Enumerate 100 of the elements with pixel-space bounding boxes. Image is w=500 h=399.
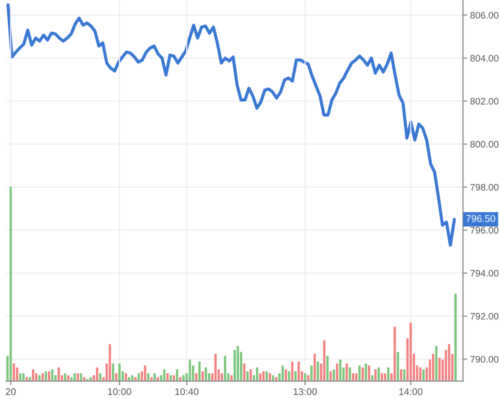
y-tick-label: 804.00 — [470, 54, 498, 62]
bar — [128, 377, 130, 382]
bar — [384, 373, 386, 382]
bar — [348, 367, 352, 382]
bar — [288, 371, 290, 382]
bar — [156, 377, 160, 382]
bar — [259, 373, 262, 382]
bar — [10, 186, 12, 382]
bar — [170, 375, 172, 382]
bar — [243, 364, 246, 382]
bar — [74, 373, 76, 382]
bar — [410, 322, 412, 382]
bar — [362, 367, 364, 382]
bar — [147, 373, 150, 382]
bar — [26, 377, 28, 382]
bar — [195, 373, 198, 382]
bar — [371, 375, 374, 382]
bar — [67, 375, 70, 382]
bar — [144, 366, 146, 382]
bar — [268, 373, 272, 382]
bar — [32, 369, 34, 382]
line-series — [6, 3, 456, 247]
bar — [179, 377, 182, 382]
bar — [364, 364, 368, 382]
bar — [339, 360, 342, 382]
bar — [387, 367, 390, 382]
bar — [330, 371, 332, 382]
bar — [83, 377, 86, 382]
bar — [80, 373, 82, 382]
bar — [99, 373, 102, 382]
bar — [275, 377, 278, 382]
bar — [336, 364, 338, 382]
bar — [352, 373, 354, 382]
bar — [256, 367, 258, 382]
bar — [112, 364, 114, 382]
bar — [48, 371, 50, 382]
bar — [224, 356, 226, 382]
bar — [64, 373, 66, 382]
y-tick-label: 802.00 — [470, 98, 498, 105]
bar — [28, 377, 32, 382]
bar — [272, 375, 274, 382]
bar — [298, 362, 300, 382]
bar — [234, 350, 236, 382]
x-tick-label: 20 — [6, 388, 16, 396]
bar — [380, 373, 384, 382]
bar — [304, 373, 306, 382]
bar — [138, 373, 140, 382]
y-tick-label: 798.00 — [470, 184, 498, 191]
bar — [115, 373, 118, 382]
bar — [394, 326, 396, 382]
bar — [16, 367, 18, 382]
bar — [96, 367, 98, 382]
bar — [44, 371, 48, 382]
bar — [396, 352, 400, 382]
bar — [236, 346, 240, 382]
bar — [76, 373, 80, 382]
bar — [307, 375, 310, 382]
y-tick-label: 792.00 — [470, 312, 498, 320]
x-tick-label: 10:40 — [175, 388, 198, 396]
bar — [220, 373, 224, 382]
bar — [90, 377, 92, 382]
x-tick-label: 13:00 — [294, 388, 317, 396]
bar — [291, 362, 294, 382]
bar — [332, 369, 336, 382]
bar — [131, 375, 134, 382]
bar — [204, 367, 208, 382]
bar — [176, 369, 178, 382]
bar — [323, 340, 326, 382]
bar — [172, 375, 176, 382]
bar — [12, 364, 16, 382]
y-tick-label: 796.00 — [470, 226, 498, 234]
bar — [314, 354, 316, 382]
x-tick-label: 10:00 — [108, 388, 132, 396]
bar — [35, 373, 38, 382]
bar — [435, 346, 438, 382]
bar — [163, 369, 166, 382]
annotation: 796.50 — [466, 215, 496, 222]
bar — [378, 367, 380, 382]
bar — [284, 369, 288, 382]
bar — [419, 367, 422, 382]
bar — [316, 362, 320, 382]
bar — [188, 360, 192, 382]
bar — [58, 367, 60, 382]
bar — [154, 373, 156, 382]
bar — [282, 366, 284, 382]
bar — [19, 373, 22, 382]
bar — [124, 373, 128, 382]
bar — [108, 344, 112, 382]
bar — [346, 364, 348, 382]
bar — [448, 344, 450, 382]
y-tick-label: 806.00 — [470, 12, 498, 19]
bar — [432, 354, 434, 382]
y-tick-label: 794.00 — [470, 270, 498, 277]
bar — [250, 369, 252, 382]
x-tick-label: 14:00 — [399, 388, 422, 396]
bar — [42, 373, 44, 382]
y-tick-label: 790.00 — [470, 356, 498, 363]
bar — [51, 369, 54, 382]
bar — [368, 366, 370, 382]
bar — [400, 369, 402, 382]
